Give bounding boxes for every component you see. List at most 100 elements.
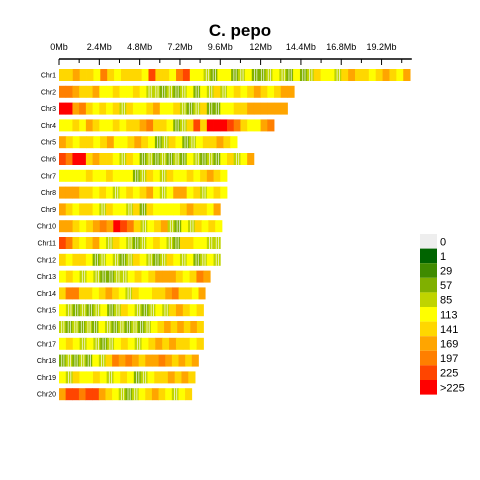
density-bin (153, 169, 161, 182)
legend-swatch (420, 248, 437, 264)
density-stripe (141, 169, 143, 182)
density-bin (244, 69, 253, 81)
density-stripe (133, 321, 135, 333)
density-bin (293, 69, 301, 81)
density-bin (166, 119, 174, 132)
density-stripe (103, 203, 105, 216)
density-bin (85, 287, 93, 300)
density-bin (206, 169, 214, 182)
density-stripe (215, 253, 217, 266)
density-bin (79, 169, 87, 182)
density-bin (189, 136, 197, 149)
density-stripe (135, 321, 137, 333)
density-bin (146, 186, 154, 199)
density-bin (119, 203, 127, 216)
density-bin (126, 186, 134, 199)
density-bin (105, 354, 113, 367)
density-bin (112, 253, 120, 266)
density-stripe (146, 321, 148, 333)
density-stripe (108, 371, 110, 384)
density-stripe (155, 85, 157, 98)
density-bin (132, 287, 140, 300)
density-bin (193, 237, 201, 249)
density-bin (137, 321, 145, 333)
density-bin (217, 69, 225, 81)
density-bin (253, 119, 261, 132)
density-bin (85, 388, 93, 401)
density-bin (220, 153, 228, 165)
density-stripe (290, 69, 292, 81)
density-stripe (336, 69, 338, 81)
density-bin (175, 337, 184, 350)
density-stripe (91, 304, 93, 317)
density-stripe (175, 85, 177, 98)
density-bin (267, 119, 275, 132)
density-bin (119, 119, 127, 132)
density-bin (79, 153, 87, 165)
density-bin (153, 253, 161, 266)
density-bin (119, 102, 127, 115)
density-bin (79, 102, 87, 115)
density-bin (183, 321, 191, 333)
density-stripe (70, 371, 72, 384)
density-bin (126, 253, 134, 266)
density-bin (114, 304, 122, 317)
density-bin (179, 203, 188, 216)
density-bin (213, 85, 221, 98)
density-bin (65, 186, 73, 199)
density-bin (260, 85, 268, 98)
density-bin (65, 337, 74, 350)
density-bin (166, 186, 174, 199)
density-bin (112, 186, 120, 199)
density-stripe (157, 136, 159, 149)
density-bin (92, 102, 100, 115)
density-bin (79, 136, 87, 149)
density-bin (65, 253, 73, 266)
density-stripe (120, 321, 122, 333)
density-bin (119, 85, 127, 98)
chromosome-label: Chr1 (41, 73, 56, 80)
density-bin (193, 153, 201, 165)
density-bin (220, 102, 228, 115)
density-bin (153, 203, 161, 216)
density-stripe (63, 321, 65, 333)
chromosome-label: Chr2 (41, 89, 56, 96)
density-stripe (215, 102, 217, 115)
density-stripe (138, 371, 140, 384)
density-bin (112, 203, 120, 216)
chromosome-row: Chr18 (37, 354, 199, 367)
density-bin (140, 371, 148, 384)
density-bin (148, 69, 156, 81)
density-bin (100, 304, 108, 317)
density-bin (134, 304, 142, 317)
density-bin (168, 270, 177, 283)
density-stripe (97, 270, 99, 283)
density-bin (119, 153, 127, 165)
density-bin (280, 85, 288, 98)
density-bin (161, 371, 169, 384)
density-bin (72, 371, 80, 384)
legend-swatch (420, 336, 437, 351)
density-bin (72, 136, 80, 149)
density-stripe (68, 371, 69, 384)
density-bin (203, 69, 211, 81)
density-bin (59, 388, 67, 401)
density-stripe (117, 253, 119, 266)
density-stripe (270, 69, 272, 81)
density-bin (65, 304, 74, 317)
density-bin (162, 337, 170, 350)
density-stripe (184, 119, 186, 132)
density-bin (361, 69, 370, 81)
density-bin (133, 220, 141, 233)
density-bin (92, 119, 100, 132)
density-stripe (126, 321, 128, 333)
density-bin (98, 321, 106, 333)
density-bin (227, 102, 235, 115)
density-bin (92, 153, 100, 165)
density-stripe (157, 153, 159, 165)
density-stripe (121, 153, 123, 165)
density-bin (72, 119, 80, 132)
density-bin (106, 371, 114, 384)
density-stripe (204, 186, 206, 199)
chromosome-label: Chr13 (37, 274, 56, 281)
